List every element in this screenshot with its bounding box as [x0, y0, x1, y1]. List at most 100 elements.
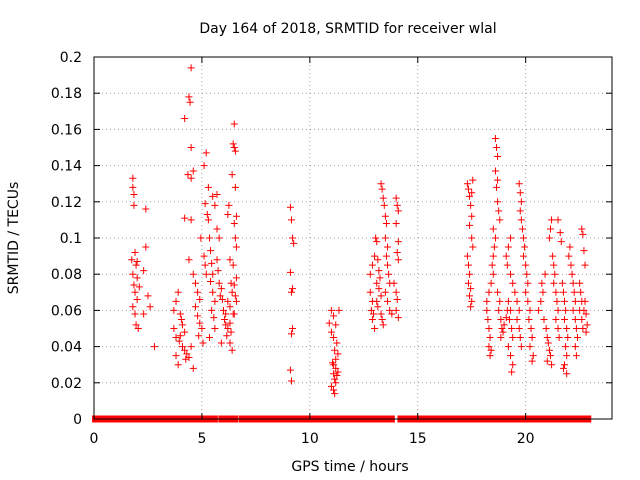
data-point — [229, 261, 237, 269]
data-point — [368, 261, 376, 269]
data-point — [393, 296, 401, 304]
data-point — [196, 296, 204, 304]
data-point — [550, 279, 558, 287]
data-point — [508, 368, 516, 376]
data-point — [215, 279, 223, 287]
data-point — [520, 234, 528, 242]
x-tick-label: 15 — [409, 431, 427, 447]
data-point — [529, 352, 537, 360]
data-point — [502, 314, 510, 322]
data-point — [550, 261, 558, 269]
data-point — [464, 279, 472, 287]
data-point — [582, 328, 590, 336]
data-point — [187, 174, 195, 182]
data-point — [370, 310, 378, 318]
data-point — [489, 225, 497, 233]
data-point — [231, 147, 239, 155]
data-point — [231, 234, 239, 242]
data-point — [485, 325, 493, 332]
data-point — [567, 261, 575, 269]
data-point — [581, 297, 589, 305]
data-point — [131, 248, 139, 256]
data-point — [211, 201, 219, 209]
data-point — [135, 283, 143, 291]
data-point — [483, 297, 491, 305]
data-point — [535, 306, 543, 314]
data-point — [489, 252, 497, 260]
data-point — [186, 98, 194, 106]
data-point — [571, 343, 579, 351]
data-point — [509, 279, 517, 287]
data-point — [172, 352, 180, 360]
data-point — [515, 325, 523, 332]
data-point — [177, 315, 185, 323]
data-point — [505, 315, 513, 323]
data-point — [557, 238, 565, 246]
data-point — [379, 321, 387, 329]
data-point — [230, 120, 238, 128]
data-point — [467, 303, 475, 311]
data-point — [372, 234, 380, 242]
data-point — [227, 328, 235, 336]
data-point — [497, 315, 505, 323]
data-point — [509, 334, 517, 342]
data-point — [373, 279, 381, 287]
data-point — [381, 212, 389, 220]
data-point — [195, 332, 203, 340]
data-point — [325, 319, 333, 327]
data-point — [196, 319, 204, 327]
data-point — [554, 325, 562, 332]
x-axis-label: GPS time / hours — [291, 459, 408, 475]
data-point — [561, 297, 569, 305]
data-point — [331, 375, 339, 383]
data-point — [485, 288, 493, 296]
data-point — [392, 220, 400, 228]
data-point — [373, 297, 381, 305]
y-tick-label: 0.14 — [51, 159, 82, 175]
data-point — [367, 306, 375, 314]
data-point — [217, 339, 225, 347]
data-point — [517, 216, 525, 224]
data-point — [515, 306, 523, 314]
data-point — [500, 321, 508, 329]
data-point — [464, 261, 472, 269]
data-point — [133, 296, 141, 304]
data-point — [183, 350, 191, 358]
data-point — [224, 325, 232, 332]
data-point — [466, 192, 474, 200]
data-point — [495, 207, 503, 215]
data-point — [218, 296, 226, 304]
data-point — [569, 279, 577, 287]
data-point — [230, 220, 238, 228]
data-point — [286, 203, 294, 211]
data-point — [375, 285, 383, 293]
data-point — [185, 93, 193, 101]
data-point — [527, 325, 535, 332]
data-point — [374, 256, 382, 264]
data-point — [516, 207, 524, 215]
data-point — [491, 134, 499, 142]
data-point — [487, 346, 495, 354]
data-point — [522, 288, 530, 296]
data-point — [562, 306, 570, 314]
data-point — [490, 243, 498, 251]
data-point — [377, 180, 385, 188]
y-tick-label: 0.04 — [51, 340, 82, 356]
data-point — [213, 191, 221, 199]
data-point — [227, 279, 235, 287]
data-point — [542, 325, 550, 332]
data-point — [466, 292, 474, 300]
data-point — [524, 297, 532, 305]
data-point — [507, 234, 515, 242]
data-point — [507, 352, 515, 360]
data-point — [577, 288, 585, 296]
data-point — [327, 306, 335, 314]
data-point — [384, 261, 392, 269]
data-point — [483, 306, 491, 314]
data-point — [215, 234, 223, 242]
data-point — [129, 303, 137, 311]
data-point — [382, 252, 390, 260]
data-point — [378, 185, 386, 193]
data-point — [376, 274, 384, 282]
y-tick-label: 0.18 — [51, 86, 82, 102]
